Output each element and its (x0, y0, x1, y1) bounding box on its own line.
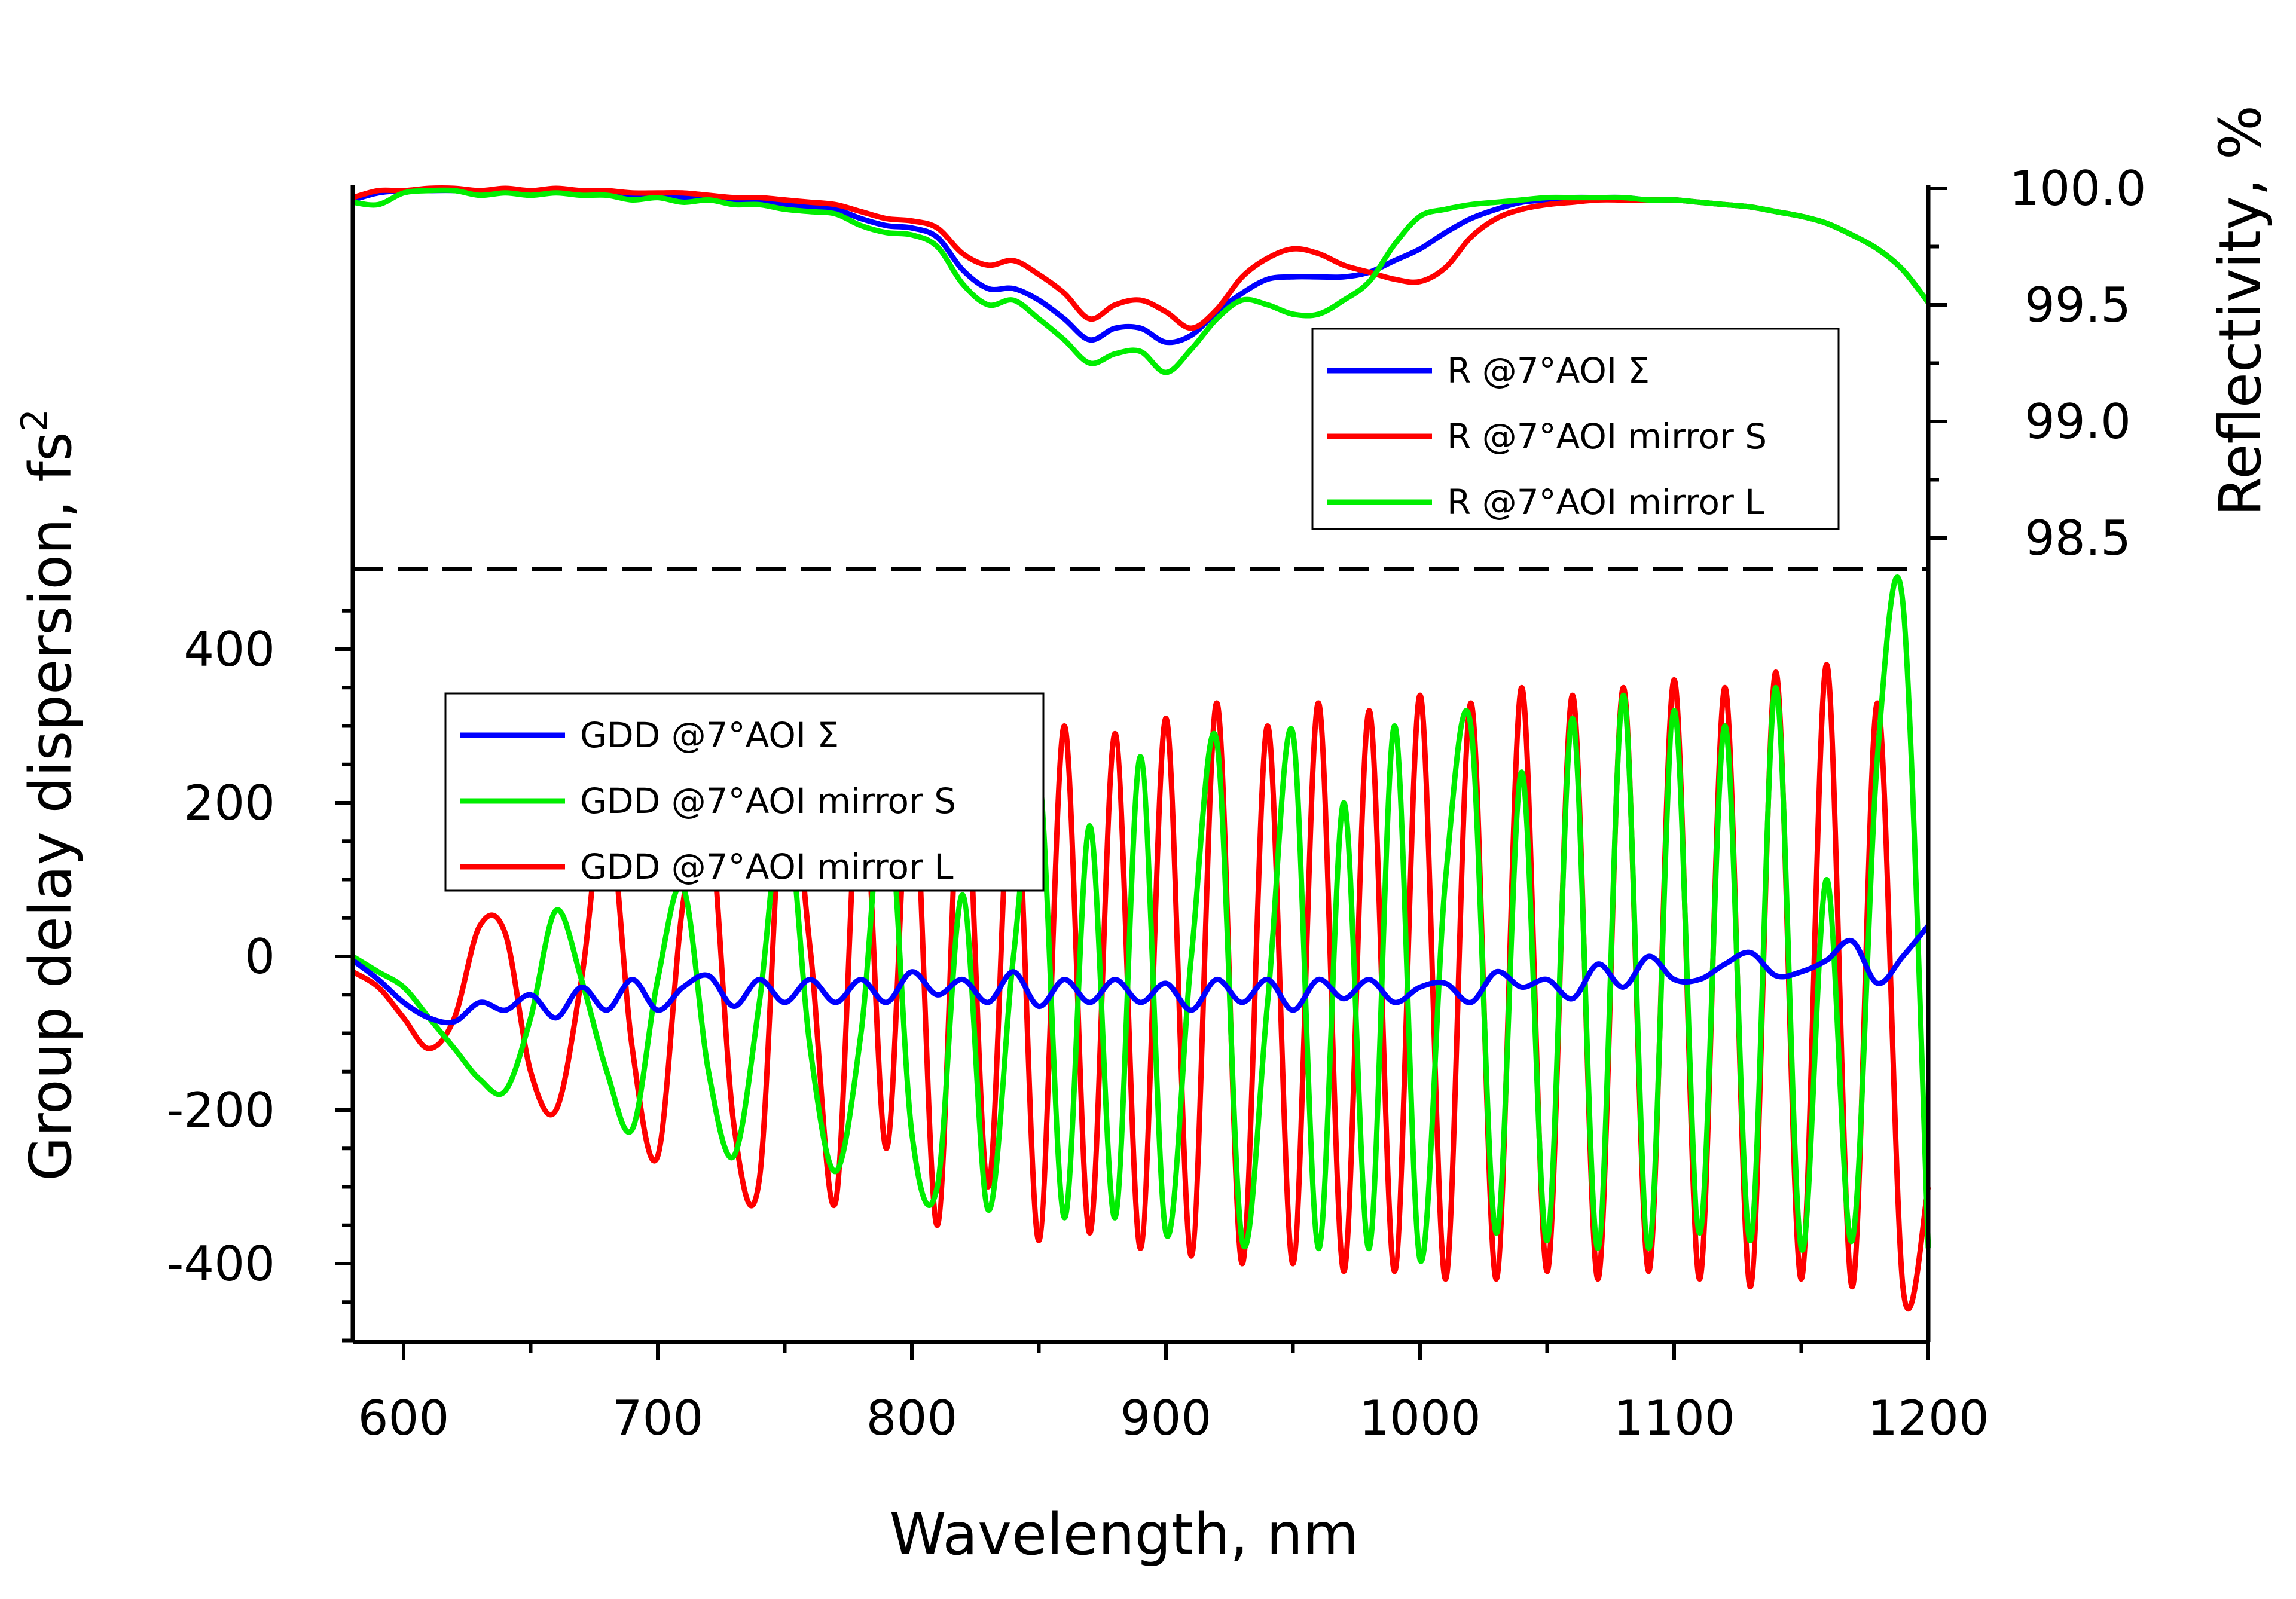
x-tick-label: 700 (612, 1390, 704, 1446)
x-tick-label: 1000 (1359, 1390, 1481, 1446)
bottom-panel-lines (351, 574, 1931, 1312)
ticks (335, 187, 1947, 1360)
legend-reflectivity: R @7°AOI Σ R @7°AOI mirror S R @7°AOI mirr… (1311, 328, 1840, 530)
right-y-tick-label: 98.5 (2025, 510, 2131, 566)
x-tick-label: 800 (866, 1390, 958, 1446)
right-y-tick-label: 99.0 (2025, 394, 2131, 450)
x-tick-label: 1100 (1613, 1390, 1735, 1446)
legend-gdd-label: GDD @7°AOI Σ (580, 715, 839, 756)
right-y-axis-title: Reflectivity, % (2207, 105, 2274, 516)
gdd-series-0 (351, 924, 1931, 1026)
x-tick-label: 900 (1120, 1390, 1212, 1446)
legend-gdd-frame (444, 692, 1045, 892)
left-y-tick-label: -400 (166, 1236, 275, 1292)
legend-gdd: GDD @7°AOI Σ GDD @7°AOI mirror S GDD @7°AO… (444, 692, 1045, 892)
right-y-tick-label: 100.0 (2009, 161, 2146, 216)
left-y-tick-label: 400 (184, 622, 275, 677)
legend-reflectivity-frame (1311, 328, 1840, 530)
legend-gdd-label: GDD @7°AOI mirror L (580, 846, 954, 887)
reflectivity-series-2 (352, 187, 1931, 375)
left-y-axis-title-sup: 2 (14, 409, 56, 432)
top-panel-lines (352, 185, 1931, 375)
x-tick-label: 1200 (1867, 1390, 1989, 1446)
legend-reflectivity-label: R @7°AOI mirror S (1447, 416, 1767, 457)
right-y-tick-label: 99.5 (2025, 277, 2131, 333)
legend-reflectivity-label: R @7°AOI mirror L (1447, 482, 1764, 522)
left-y-tick-label: -200 (166, 1083, 275, 1138)
x-tick-label: 600 (358, 1390, 450, 1446)
reflectivity-series-1 (352, 185, 1931, 331)
reflectivity-series-0 (352, 188, 1931, 346)
x-axis-title: Wavelength, nm (890, 1501, 1359, 1568)
left-y-tick-label: 200 (184, 775, 275, 831)
legend-reflectivity-label: R @7°AOI Σ (1447, 350, 1650, 391)
left-y-axis-title-text: Group delay dispersion, fs (17, 432, 84, 1181)
tick-labels: 600 700 800 900 1000 1100 1200 98.5 99.0 99.5 100.… (166, 161, 2146, 1446)
left-y-axis-title: Group delay dispersion, fs2 (14, 409, 84, 1181)
legend-gdd-label: GDD @7°AOI mirror S (580, 781, 956, 821)
left-y-tick-label: 0 (245, 929, 275, 985)
